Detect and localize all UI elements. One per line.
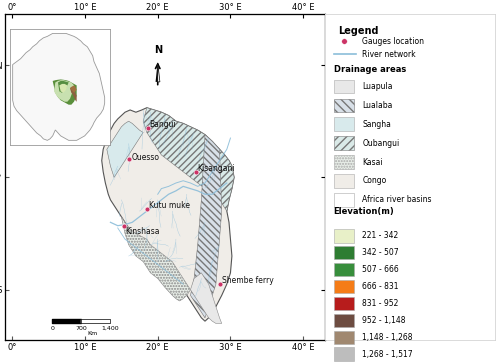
Text: 1,148 - 1,268: 1,148 - 1,268 — [362, 333, 413, 342]
Text: Kasai: Kasai — [362, 157, 383, 167]
Polygon shape — [102, 108, 234, 321]
Bar — [334, 229, 354, 243]
Polygon shape — [70, 87, 76, 102]
Bar — [334, 174, 354, 188]
Bar — [334, 155, 354, 169]
Text: 0: 0 — [50, 326, 54, 331]
Text: 700: 700 — [76, 326, 87, 331]
Text: 221 - 342: 221 - 342 — [362, 231, 398, 240]
Text: Legend: Legend — [338, 26, 379, 36]
Text: Km: Km — [87, 331, 98, 336]
Bar — [334, 246, 354, 260]
Text: Congo: Congo — [362, 176, 386, 185]
Text: Lualaba: Lualaba — [362, 101, 393, 110]
Polygon shape — [122, 217, 190, 301]
Polygon shape — [58, 81, 68, 93]
Polygon shape — [70, 85, 76, 93]
Text: Ouesso: Ouesso — [132, 153, 160, 162]
Text: 342 - 507: 342 - 507 — [362, 248, 399, 257]
Polygon shape — [60, 84, 68, 93]
Text: Gauges location: Gauges location — [362, 37, 424, 46]
Polygon shape — [156, 63, 158, 82]
Polygon shape — [12, 33, 104, 140]
Text: 1,268 - 1,517: 1,268 - 1,517 — [362, 350, 413, 359]
Bar — [334, 331, 354, 344]
Bar — [334, 136, 354, 150]
Text: Sangha: Sangha — [362, 120, 392, 129]
Text: 507 - 666: 507 - 666 — [362, 265, 399, 274]
Text: N: N — [154, 45, 162, 55]
Text: Luapula: Luapula — [362, 82, 393, 91]
Polygon shape — [158, 63, 160, 82]
Polygon shape — [190, 135, 222, 318]
Polygon shape — [190, 273, 222, 323]
Bar — [334, 193, 354, 207]
Text: Oubangui: Oubangui — [362, 139, 400, 148]
Text: Bangui: Bangui — [149, 120, 176, 129]
Text: Shembe ferry: Shembe ferry — [222, 276, 274, 285]
Text: Kinshasa: Kinshasa — [126, 227, 160, 236]
Bar — [334, 280, 354, 293]
Text: 952 - 1,148: 952 - 1,148 — [362, 316, 406, 325]
Bar — [334, 98, 354, 112]
Text: Drainage areas: Drainage areas — [334, 65, 406, 74]
Text: Kutu muke: Kutu muke — [149, 201, 190, 210]
Text: Africa river basins: Africa river basins — [362, 195, 432, 205]
Bar — [334, 296, 354, 310]
Bar — [334, 263, 354, 277]
Polygon shape — [143, 108, 234, 211]
Text: 1,400: 1,400 — [102, 326, 119, 331]
Text: Kisangani: Kisangani — [198, 164, 235, 173]
Bar — [334, 313, 354, 327]
Bar — [334, 117, 354, 131]
Polygon shape — [54, 80, 74, 102]
Bar — [334, 80, 354, 93]
Polygon shape — [107, 121, 143, 177]
Text: Elevation(m): Elevation(m) — [334, 207, 394, 216]
Bar — [334, 348, 354, 361]
Text: 666 - 831: 666 - 831 — [362, 282, 399, 291]
Text: 831 - 952: 831 - 952 — [362, 299, 399, 308]
Text: River network: River network — [362, 50, 416, 59]
Polygon shape — [52, 79, 76, 105]
